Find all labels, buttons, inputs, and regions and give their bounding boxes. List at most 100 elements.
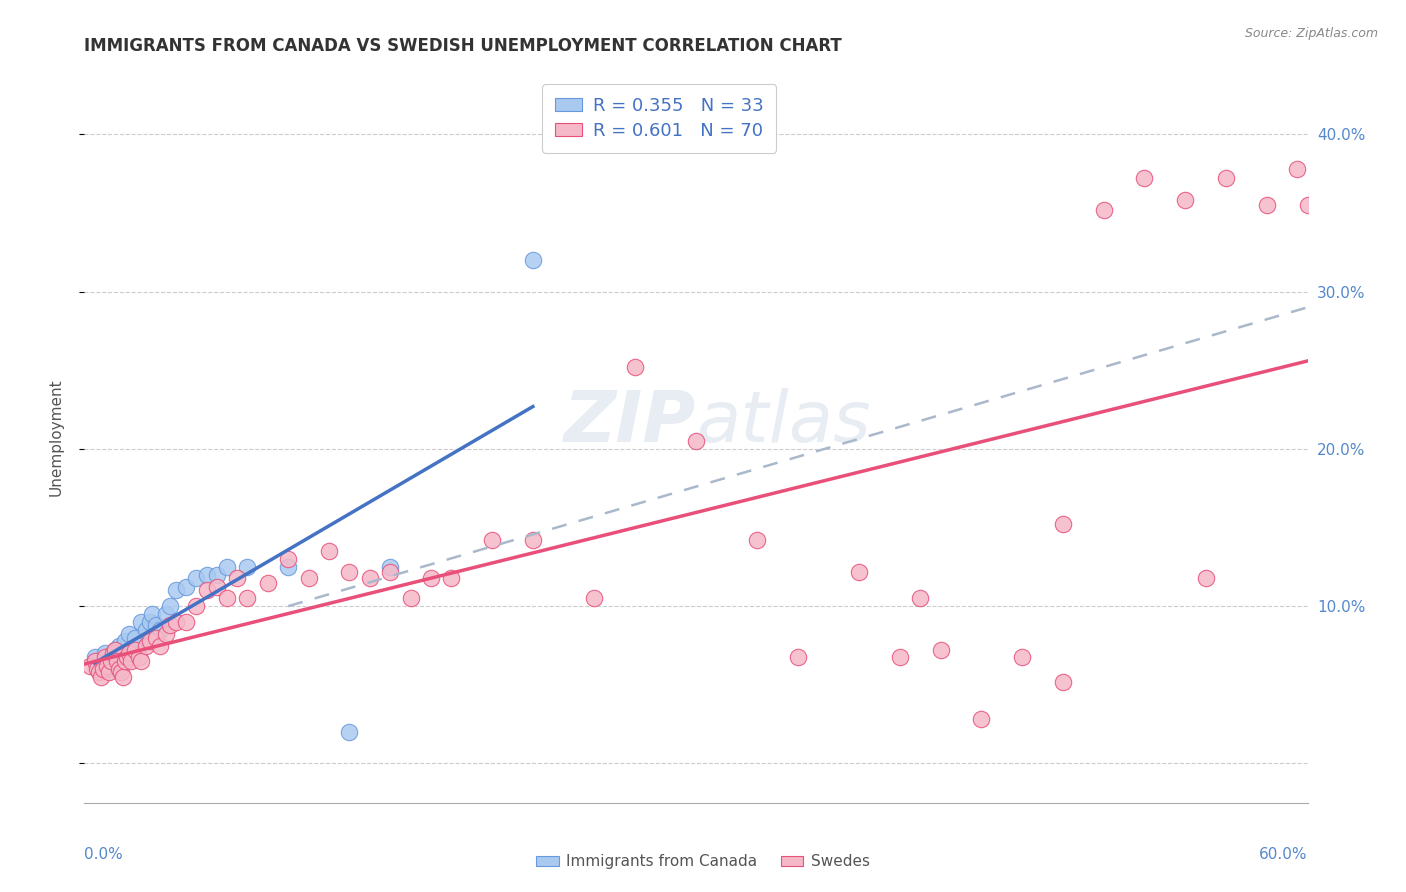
Point [83, 654, 105, 668]
Point [131, 615, 153, 629]
Point [522, 533, 544, 548]
Point [124, 631, 146, 645]
Point [318, 544, 340, 558]
Point [1052, 517, 1074, 532]
Text: ZIP: ZIP [564, 388, 696, 457]
Point [205, 580, 228, 594]
Point [124, 643, 146, 657]
Text: 60.0%: 60.0% [1260, 847, 1308, 862]
Point [79, 659, 101, 673]
Point [380, 565, 402, 579]
Point [929, 643, 952, 657]
Point [1133, 171, 1156, 186]
Point [1215, 171, 1237, 186]
Point [1052, 674, 1074, 689]
Point [195, 583, 218, 598]
Point [86, 662, 108, 676]
Point [165, 583, 187, 598]
Point [910, 591, 932, 606]
Point [217, 559, 239, 574]
Point [149, 623, 172, 637]
Point [186, 599, 208, 614]
Point [155, 607, 177, 621]
Point [848, 565, 870, 579]
Point [138, 633, 160, 648]
Point [277, 559, 299, 574]
Point [787, 649, 810, 664]
Point [583, 591, 606, 606]
Point [205, 567, 228, 582]
Point [1286, 161, 1309, 176]
Point [93, 646, 115, 660]
Point [87, 665, 110, 680]
Point [100, 662, 122, 676]
Point [257, 575, 280, 590]
Text: atlas: atlas [696, 388, 870, 457]
Legend: Immigrants from Canada, Swedes: Immigrants from Canada, Swedes [530, 848, 876, 875]
Point [339, 565, 361, 579]
Point [97, 654, 120, 668]
Point [159, 599, 181, 614]
Point [110, 665, 132, 680]
Point [114, 654, 136, 668]
Legend: R = 0.355   N = 33, R = 0.601   N = 70: R = 0.355 N = 33, R = 0.601 N = 70 [543, 84, 776, 153]
Point [380, 559, 402, 574]
Point [138, 615, 160, 629]
Point [141, 607, 163, 621]
Point [195, 567, 218, 582]
Point [1195, 571, 1218, 585]
Point [186, 571, 208, 585]
Point [217, 591, 239, 606]
Point [522, 253, 544, 268]
Point [108, 662, 131, 676]
Point [420, 571, 443, 585]
Point [104, 643, 127, 657]
Point [101, 646, 124, 660]
Point [128, 649, 150, 664]
Point [1174, 194, 1197, 208]
Point [108, 639, 131, 653]
Point [440, 571, 463, 585]
Point [135, 623, 157, 637]
Point [83, 649, 105, 664]
Point [97, 665, 120, 680]
Text: Source: ZipAtlas.com: Source: ZipAtlas.com [1244, 27, 1378, 40]
Point [481, 533, 503, 548]
Point [145, 618, 167, 632]
Y-axis label: Unemployment: Unemployment [49, 378, 63, 496]
Point [226, 571, 249, 585]
Point [90, 659, 112, 673]
Point [96, 659, 118, 673]
Point [174, 615, 197, 629]
Point [1092, 202, 1115, 217]
Point [970, 713, 993, 727]
Point [236, 591, 259, 606]
Point [105, 649, 128, 664]
Point [298, 571, 321, 585]
Point [115, 649, 138, 664]
Point [145, 631, 167, 645]
Point [399, 591, 422, 606]
Point [105, 654, 128, 668]
Point [104, 643, 127, 657]
Point [889, 649, 911, 664]
Point [110, 646, 132, 660]
Point [159, 618, 181, 632]
Point [131, 654, 153, 668]
Point [339, 725, 361, 739]
Point [277, 552, 299, 566]
Point [236, 559, 259, 574]
Point [135, 639, 157, 653]
Point [747, 533, 769, 548]
Point [685, 434, 707, 448]
Point [149, 639, 172, 653]
Point [114, 633, 136, 648]
Point [120, 643, 142, 657]
Point [118, 627, 141, 641]
Point [112, 670, 135, 684]
Point [155, 627, 177, 641]
Point [624, 360, 647, 375]
Point [118, 646, 141, 660]
Point [120, 654, 142, 668]
Point [90, 670, 112, 684]
